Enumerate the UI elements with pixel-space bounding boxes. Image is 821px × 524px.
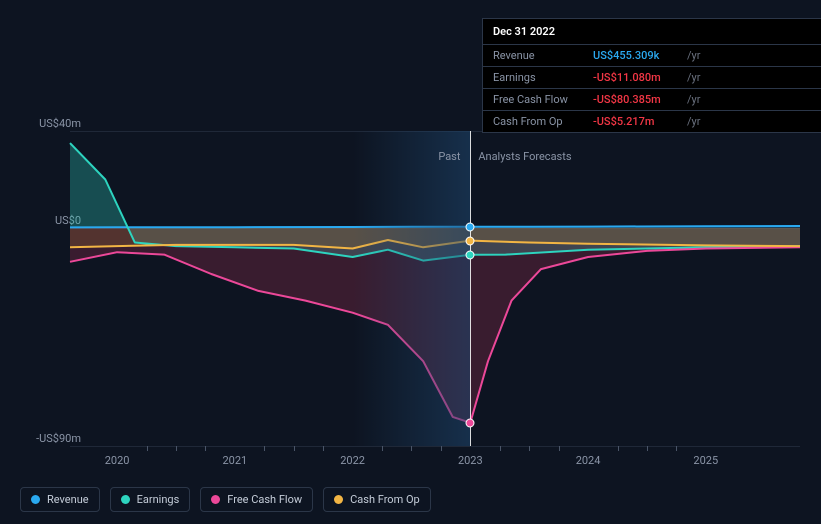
tooltip-metric-unit: /yr [687,93,700,106]
legend-swatch [211,495,220,504]
tooltip-metric-label: Revenue [493,49,593,62]
financials-chart: US$40mUS$0-US$90m Past Analysts Forecast… [20,0,821,524]
x-minor-tick [176,446,177,451]
x-minor-tick [441,446,442,451]
tooltip-row: Earnings-US$11.080m/yr [483,67,821,89]
cursor-line [470,131,471,446]
x-axis-label: 2024 [576,454,601,467]
tooltip-row: Cash From Op-US$5.217m/yr [483,111,821,132]
x-minor-tick [529,446,530,451]
legend-label: Free Cash Flow [227,493,302,506]
tooltip-metric-label: Earnings [493,71,593,84]
x-minor-tick [205,446,206,451]
tooltip-metric-value: -US$80.385m [593,93,683,106]
cursor-marker-earnings [466,250,475,259]
tooltip-metric-unit: /yr [687,71,700,84]
legend: Revenue Earnings Free Cash Flow Cash From O… [20,487,431,512]
legend-item-earnings[interactable]: Earnings [110,487,191,512]
plot-area[interactable] [70,131,800,446]
tooltip-metric-label: Cash From Op [493,115,593,128]
tooltip-metric-label: Free Cash Flow [493,93,593,106]
x-axis-label: 2022 [340,454,365,467]
x-minor-tick [411,446,412,451]
tooltip-row: Free Cash Flow-US$80.385m/yr [483,89,821,111]
x-minor-tick [147,446,148,451]
legend-item-cfo[interactable]: Cash From Op [323,487,431,512]
hover-tooltip: Dec 31 2022 RevenueUS$455.309k/yrEarning… [482,18,821,133]
x-axis-label: 2020 [105,454,130,467]
cursor-marker-fcf [466,418,475,427]
x-axis-label: 2021 [222,454,247,467]
legend-label: Revenue [47,493,89,506]
x-minor-tick [500,446,501,451]
x-minor-tick [559,446,560,451]
legend-swatch [334,495,343,504]
tooltip-date: Dec 31 2022 [483,19,821,45]
tooltip-metric-value: -US$5.217m [593,115,683,128]
x-minor-tick [294,446,295,451]
x-minor-tick [647,446,648,451]
y-gridline [70,446,800,447]
legend-item-fcf[interactable]: Free Cash Flow [200,487,313,512]
x-axis-label: 2023 [458,454,483,467]
x-minor-tick [264,446,265,451]
x-axis-label: 2025 [693,454,718,467]
x-minor-tick [676,446,677,451]
tooltip-metric-unit: /yr [687,49,700,62]
forecast-region-label: Analysts Forecasts [478,150,571,163]
x-minor-tick [618,446,619,451]
legend-label: Cash From Op [350,493,420,506]
tooltip-metric-value: -US$11.080m [593,71,683,84]
cursor-marker-cfo [466,236,475,245]
past-region-label: Past [438,150,460,163]
series-line-revenue [70,226,800,227]
legend-swatch [31,495,40,504]
cursor-marker-revenue [466,222,475,231]
tooltip-metric-unit: /yr [687,115,700,128]
tooltip-row: RevenueUS$455.309k/yr [483,45,821,67]
x-minor-tick [323,446,324,451]
series-area-fcf [70,228,800,423]
x-minor-tick [382,446,383,451]
legend-label: Earnings [137,493,180,506]
tooltip-metric-value: US$455.309k [593,49,683,62]
legend-swatch [121,495,130,504]
y-axis-label: US$40m [39,117,81,130]
legend-item-revenue[interactable]: Revenue [20,487,100,512]
